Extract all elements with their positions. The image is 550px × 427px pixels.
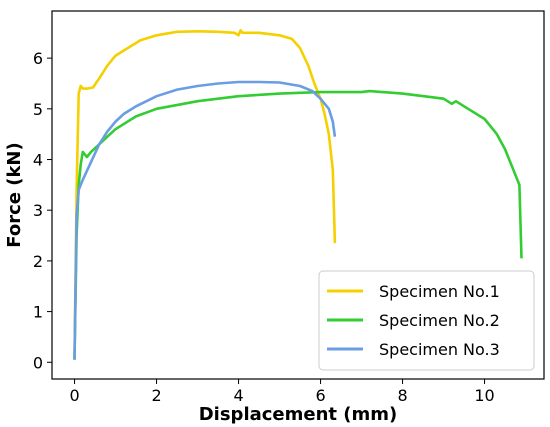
x-tick-label: 10 <box>474 386 494 405</box>
x-tick-label: 2 <box>151 386 161 405</box>
y-tick-label: 2 <box>33 252 43 271</box>
legend-label-specimen-2: Specimen No.2 <box>379 311 500 330</box>
y-tick-label: 6 <box>33 49 43 68</box>
y-axis-ticks: 0 1 2 3 4 5 6 <box>33 49 52 372</box>
y-tick-label: 3 <box>33 201 43 220</box>
plot-frame <box>51 10 545 380</box>
legend-box <box>318 270 535 371</box>
x-tick-label: 0 <box>69 386 79 405</box>
y-tick-label: 0 <box>33 353 43 372</box>
series-line-specimen-1 <box>73 28 337 360</box>
y-tick-label: 5 <box>33 100 43 119</box>
legend: Specimen No.1 Specimen No.2 Specimen No.… <box>318 270 535 371</box>
y-axis-title: Force (kN) <box>4 142 25 247</box>
x-tick-label: 6 <box>315 386 325 405</box>
plot-lines <box>73 28 523 360</box>
x-tick-label: 8 <box>397 386 407 405</box>
x-axis-title: Displacement (mm) <box>199 404 398 425</box>
legend-label-specimen-1: Specimen No.1 <box>379 282 500 301</box>
legend-label-specimen-3: Specimen No.3 <box>379 340 500 359</box>
x-tick-label: 4 <box>233 386 243 405</box>
y-tick-label: 4 <box>33 151 43 170</box>
y-tick-label: 1 <box>33 303 43 322</box>
series-line-specimen-2 <box>73 89 523 360</box>
x-axis-ticks: 0 2 4 6 8 10 <box>69 379 495 405</box>
series-line-specimen-3 <box>73 80 337 360</box>
